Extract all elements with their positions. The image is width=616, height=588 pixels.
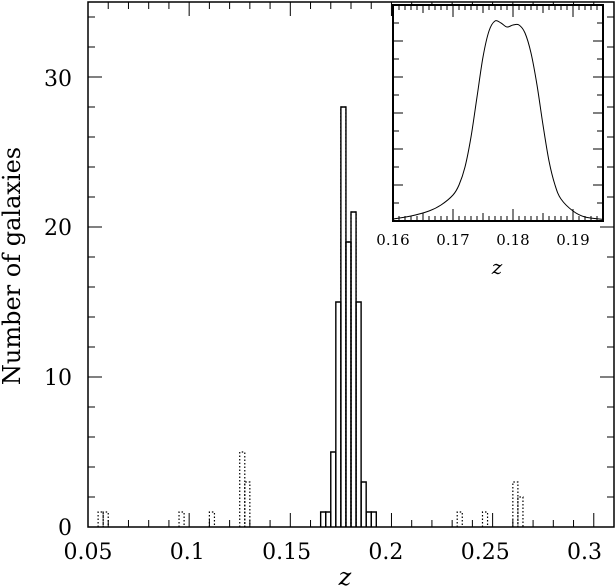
inset-x-tick-label: 0.16 [376, 231, 409, 249]
x-tick-label: 0.05 [64, 540, 113, 565]
y-tick-label: 0 [58, 516, 72, 541]
main-histogram [97, 106, 524, 527]
histogram-bar-solid [355, 301, 362, 527]
inset-plot-frame [392, 4, 604, 222]
inset-x-axis-label: z [491, 255, 503, 279]
y-axis-label: Number of galaxies [0, 147, 26, 385]
x-tick-label: 0.2 [368, 540, 403, 565]
histogram-bar-solid [319, 511, 327, 527]
x-tick-label: 0.3 [567, 540, 602, 565]
histogram-bar-dotted [345, 241, 352, 527]
histogram-bar-dotted [517, 496, 524, 527]
histogram-bar-solid [350, 211, 357, 527]
histogram-bar-solid [370, 511, 377, 527]
inset-x-tick-label: 0.17 [436, 231, 469, 249]
histogram-bar-solid [365, 511, 372, 527]
inset-density-curve [392, 20, 604, 220]
x-tick-label: 0.25 [461, 540, 510, 565]
histogram-bar-dotted [350, 211, 357, 527]
y-tick-label: 20 [44, 216, 72, 241]
y-tick-label: 10 [44, 366, 72, 391]
histogram-bar-dotted [481, 511, 489, 527]
histogram-bar-dotted [239, 451, 246, 527]
x-tick-label: 0.1 [170, 540, 205, 565]
y-tick-label: 30 [44, 67, 72, 92]
histogram-bar-dotted [178, 511, 185, 527]
histogram-bar-solid [340, 106, 347, 527]
histogram-bar-dotted [340, 106, 347, 527]
inset-x-tick-label: 0.18 [496, 231, 529, 249]
histogram-bar-dotted [456, 511, 463, 527]
inset-x-tick-label: 0.19 [556, 231, 589, 249]
histogram-bar-dotted [102, 511, 109, 527]
x-axis-label: z [338, 563, 352, 588]
histogram-bar-dotted [208, 511, 216, 527]
histogram-bar-solid [345, 241, 352, 527]
histogram-bar-dotted [244, 481, 251, 527]
histogram-bar-solid [325, 511, 332, 527]
histogram-bar-solid [335, 301, 342, 527]
histogram-bar-dotted [97, 511, 104, 527]
x-tick-label: 0.15 [262, 540, 311, 565]
histogram-bar-solid [330, 451, 337, 527]
histogram-bar-dotted [512, 481, 519, 527]
histogram-bar-solid [360, 481, 367, 527]
